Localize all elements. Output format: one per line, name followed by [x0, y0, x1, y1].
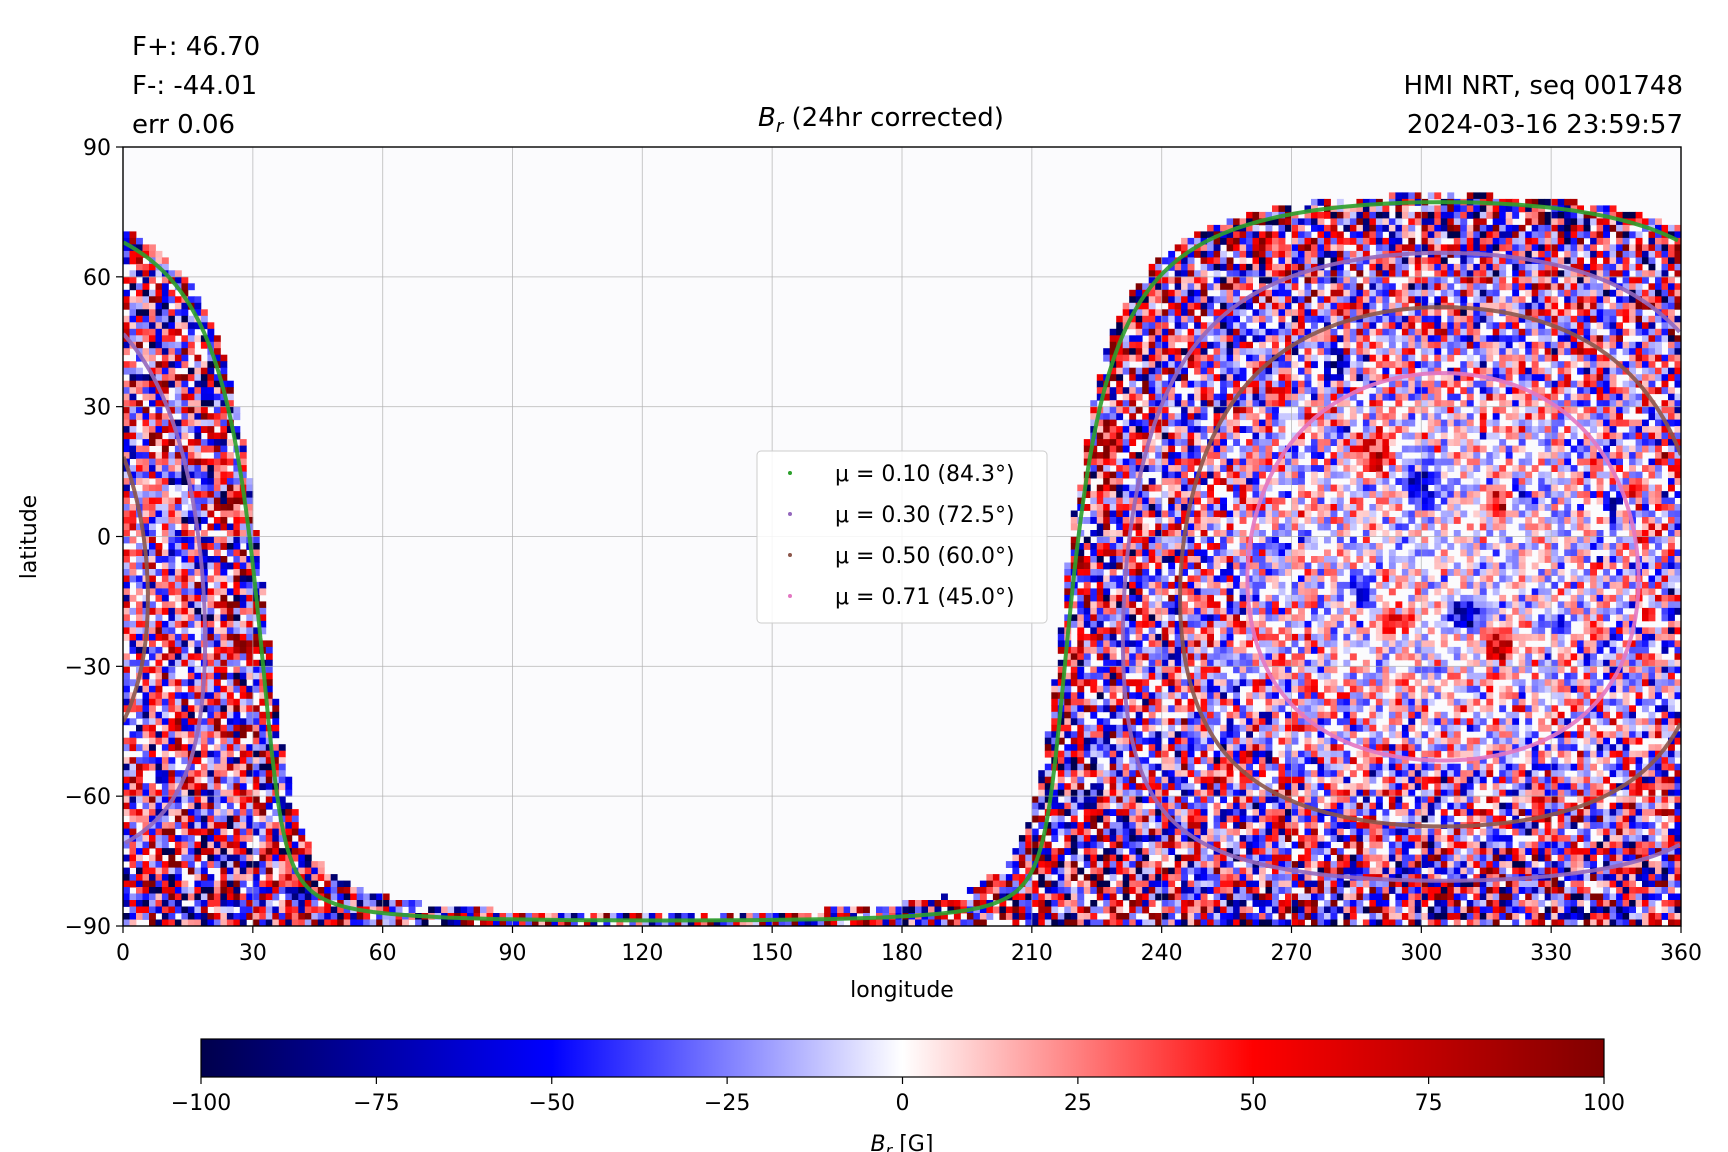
- y-tick-label: 0: [97, 526, 111, 551]
- legend-entry: μ = 0.10 (84.3°): [835, 462, 1015, 487]
- colorbar-tick-label: 100: [1583, 1091, 1625, 1116]
- colorbar: [200, 1038, 1605, 1078]
- legend-entry: μ = 0.30 (72.5°): [835, 503, 1015, 528]
- magnetogram-layer: [123, 192, 1681, 926]
- colorbar-tick-label: −75: [353, 1091, 399, 1116]
- y-tick-label: −60: [65, 785, 111, 810]
- x-tick-label: 330: [1530, 941, 1572, 966]
- colorbar-tick-label: 75: [1415, 1091, 1443, 1116]
- x-tick-label: 300: [1400, 941, 1442, 966]
- x-tick-label: 360: [1660, 941, 1702, 966]
- source-label: HMI NRT, seq 001748: [1403, 71, 1683, 101]
- x-tick-label: 180: [881, 941, 923, 966]
- colorbar-axis: −100 −75 −50 −25 0 25 50 75 100: [171, 1077, 1625, 1116]
- colorbar-tick-label: −50: [529, 1091, 575, 1116]
- x-axis-label: longitude: [850, 978, 954, 1003]
- flux-minus-label: F-: -44.01: [132, 71, 258, 101]
- y-tick-label: 60: [83, 266, 111, 291]
- x-axis: 0 30 60 90 120 150 180 210 240 270 300 330 360: [116, 926, 1702, 966]
- legend-entry: μ = 0.50 (60.0°): [835, 544, 1015, 569]
- x-tick-label: 30: [239, 941, 267, 966]
- y-axis-label: latitude: [17, 495, 42, 579]
- legend: μ = 0.10 (84.3°) μ = 0.30 (72.5°) μ = 0.50…: [756, 450, 1048, 624]
- legend-entry: μ = 0.71 (45.0°): [835, 585, 1015, 610]
- mu-contour-line: [123, 250, 1681, 883]
- flux-plus-label: F+: 46.70: [132, 32, 261, 62]
- title-text: (24hr corrected): [783, 103, 1004, 133]
- legend-box: [756, 450, 1048, 624]
- mu-contour-line: [123, 305, 1681, 829]
- mu-contour-line: [123, 200, 1679, 923]
- title-symbol: B: [758, 103, 776, 133]
- x-tick-label: 150: [751, 941, 793, 966]
- x-tick-label: 210: [1011, 941, 1053, 966]
- y-tick-label: −90: [65, 915, 111, 940]
- mu-contour-layer: [123, 200, 1681, 923]
- chart-title: Br (24hr corrected): [758, 103, 1004, 142]
- colorbar-label: Br [G]: [871, 1132, 934, 1152]
- colorbar-tick-label: 50: [1239, 1091, 1267, 1116]
- mu-contour-line: [1245, 371, 1641, 763]
- x-tick-label: 0: [116, 941, 130, 966]
- error-label: err 0.06: [132, 110, 236, 140]
- title-subscript: r: [775, 116, 784, 138]
- colorbar-tick-label: 25: [1064, 1091, 1092, 1116]
- x-tick-label: 270: [1271, 941, 1313, 966]
- y-axis: −90 −60 −30 0 30 60 90: [65, 136, 123, 940]
- x-tick-label: 90: [499, 941, 527, 966]
- colorbar-label-subscript: r: [886, 1141, 894, 1152]
- legend-marker: [788, 553, 792, 557]
- timestamp-label: 2024-03-16 23:59:57: [1406, 110, 1683, 140]
- colorbar-tick-label: 0: [896, 1091, 910, 1116]
- legend-marker: [788, 594, 792, 598]
- x-tick-label: 60: [369, 941, 397, 966]
- y-tick-label: 90: [83, 136, 111, 161]
- legend-marker: [788, 471, 792, 475]
- x-tick-label: 240: [1141, 941, 1183, 966]
- x-tick-label: 120: [621, 941, 663, 966]
- colorbar-label-symbol: B: [871, 1132, 886, 1152]
- colorbar-tick-label: −25: [704, 1091, 750, 1116]
- y-tick-label: 30: [83, 396, 111, 421]
- legend-marker: [788, 512, 792, 516]
- colorbar-tick-label: −100: [171, 1091, 231, 1116]
- colorbar-label-unit: [G]: [892, 1132, 933, 1152]
- y-tick-label: −30: [65, 655, 111, 680]
